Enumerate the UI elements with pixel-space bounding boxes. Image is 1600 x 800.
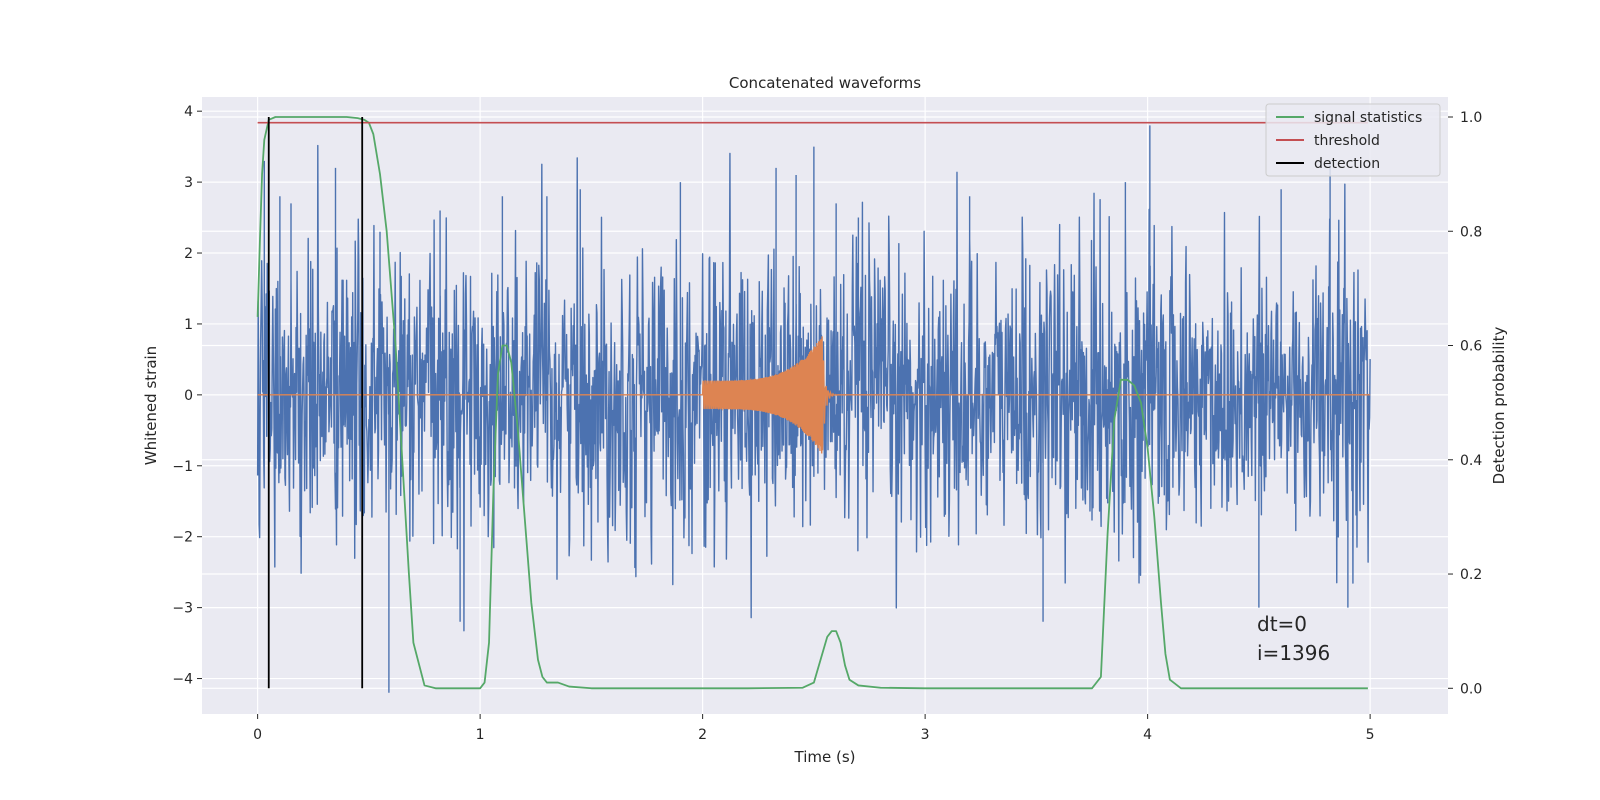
x-tick-label: 4: [1143, 727, 1152, 743]
chart-title: Concatenated waveforms: [729, 74, 921, 92]
y2-tick-label: 0.8: [1460, 224, 1482, 240]
y-tick-label: 2: [184, 246, 193, 262]
y2-tick-label: 0.4: [1460, 453, 1482, 469]
axis-ticks: 0 1 2 3 4 5 −4 −3 −2 −1 0 1 2 3 4 0.0 0.2 0.4 0.6 0.8 1.0: [172, 104, 1482, 743]
y2-tick-label: 0.2: [1460, 567, 1482, 583]
legend-label-signal-statistics: signal statistics: [1314, 110, 1422, 126]
series-line-signal-statistics: [256, 116, 1368, 690]
y-tick-label: −2: [172, 530, 193, 546]
annotation-index: i=1396: [1257, 641, 1330, 665]
y-tick-label: −3: [172, 601, 193, 617]
y-axis-label: Whitened strain: [142, 346, 160, 465]
y2-tick-label: 1.0: [1460, 110, 1482, 126]
series-layer: [256, 116, 1371, 693]
series-line-injected-waveform: [257, 336, 1371, 454]
legend-label-detection: detection: [1314, 156, 1380, 172]
x-tick-label: 0: [253, 727, 262, 743]
legend-box: [1265, 103, 1441, 177]
legend-label-threshold: threshold: [1314, 133, 1380, 149]
x-axis-label: Time (s): [794, 748, 856, 766]
y-tick-label: 4: [184, 104, 193, 120]
y2-tick-label: 0.0: [1460, 681, 1482, 697]
x-tick-label: 5: [1366, 727, 1375, 743]
y2-tick-label: 0.6: [1460, 339, 1482, 355]
y2-axis-label: Detection probability: [1490, 327, 1508, 485]
x-tick-label: 2: [698, 727, 707, 743]
x-tick-label: 1: [476, 727, 485, 743]
y-tick-label: 0: [184, 388, 193, 404]
legend: signal statistics threshold detection: [1265, 103, 1441, 177]
y-tick-label: −1: [172, 459, 193, 475]
annotation-dt: dt=0: [1257, 612, 1307, 636]
series-line-whitened-strain: [256, 125, 1371, 693]
y-tick-label: 3: [184, 175, 193, 191]
x-tick-label: 3: [921, 727, 930, 743]
y-tick-label: −4: [172, 672, 193, 688]
y-tick-label: 1: [184, 317, 193, 333]
